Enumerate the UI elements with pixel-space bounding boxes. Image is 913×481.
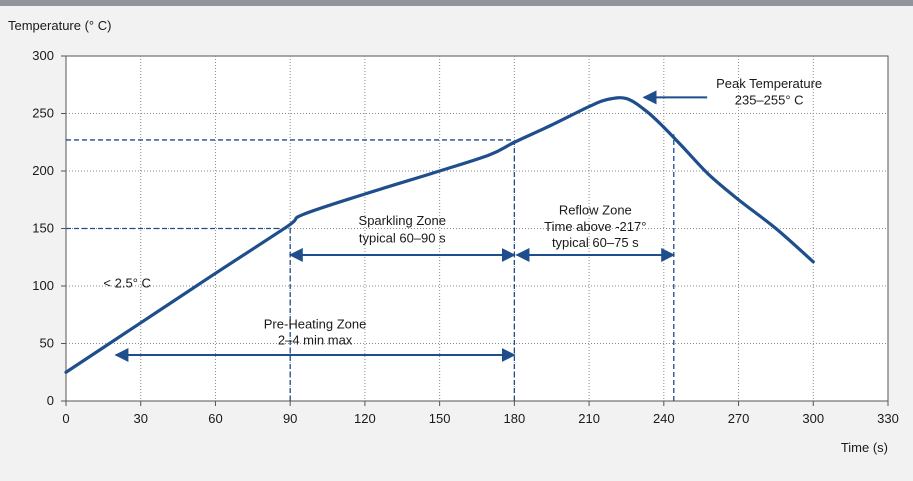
zone-label: 2–4 min max	[278, 333, 353, 348]
y-tick-label: 0	[47, 393, 54, 408]
y-tick-label: 300	[32, 48, 54, 63]
x-tick-label: 240	[653, 411, 675, 426]
x-tick-label: 60	[208, 411, 222, 426]
y-axis-label: Temperature (° C)	[8, 18, 111, 33]
x-tick-label: 0	[62, 411, 69, 426]
y-tick-label: 200	[32, 163, 54, 178]
y-tick-label: 250	[32, 106, 54, 121]
zone-label: Reflow Zone	[559, 203, 632, 218]
x-tick-label: 330	[877, 411, 899, 426]
x-tick-label: 300	[802, 411, 824, 426]
x-tick-label: 270	[728, 411, 750, 426]
y-tick-label: 100	[32, 278, 54, 293]
zone-label: typical 60–90 s	[359, 230, 446, 245]
x-axis-label: Time (s)	[841, 440, 888, 455]
axes: 0 30 60 90 120 150 180 210 240 270 300 330 0 50 100 150…	[32, 48, 899, 426]
x-tick-label: 30	[133, 411, 147, 426]
peak-temperature-label: Peak Temperature	[716, 76, 822, 91]
y-tick-label: 50	[40, 336, 54, 351]
series	[64, 96, 815, 374]
grid	[66, 56, 888, 401]
header-bar	[0, 0, 913, 6]
zone-label: Pre-Heating Zone	[264, 317, 367, 332]
zone-label: Sparkling Zone	[359, 213, 446, 228]
x-tick-label: 150	[429, 411, 451, 426]
peak-temperature-label: 235–255° C	[735, 92, 804, 107]
y-tick-label: 150	[32, 221, 54, 236]
zone-ranges: Sparkling Zone typical 60–90 s Reflow Zone…	[114, 203, 676, 362]
ramp-rate-label: < 2.5° C	[103, 276, 150, 291]
zone-label: Time above -217°	[544, 219, 646, 234]
x-tick-label: 120	[354, 411, 376, 426]
zone-label: typical 60–75 s	[552, 235, 639, 250]
x-tick-label: 180	[504, 411, 526, 426]
x-tick-label: 90	[283, 411, 297, 426]
temperature-curve	[64, 96, 815, 374]
x-tick-label: 210	[578, 411, 600, 426]
